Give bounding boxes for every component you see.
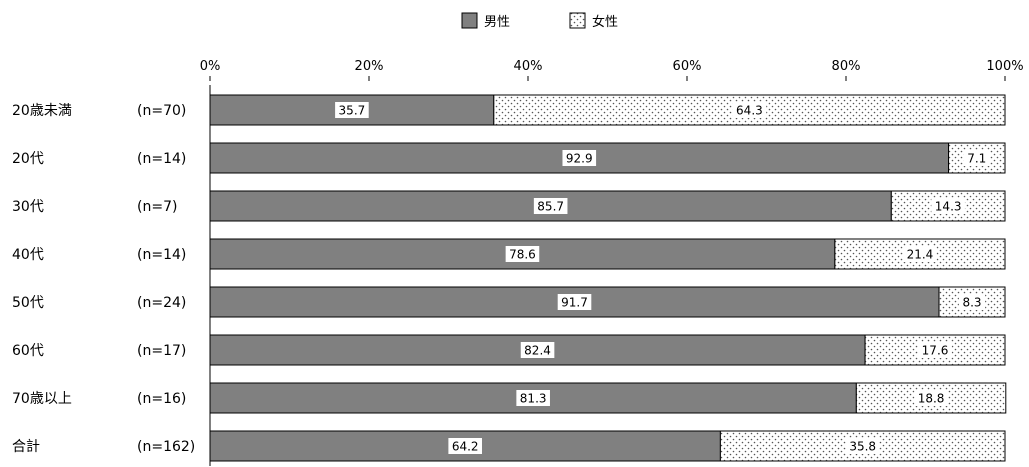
- data-label-bg-female: [914, 390, 948, 406]
- data-label-bg-female: [963, 150, 990, 166]
- x-tick-label: 40%: [514, 59, 543, 74]
- data-label-female: 18.8: [918, 392, 945, 406]
- sample-size-label: (n=162): [137, 439, 195, 455]
- data-label-male: 81.3: [520, 392, 547, 406]
- legend-label-female: 女性: [592, 14, 618, 30]
- data-label-male: 64.2: [452, 440, 479, 454]
- data-label-bg-male: [505, 246, 540, 262]
- data-label-male: 91.7: [561, 296, 588, 310]
- row-labels: 20歳未満 (n=70) 20代 (n=14) 30代 (n=7) 40代 (n=14) 50代…: [12, 103, 195, 455]
- category-label: 70歳以上: [12, 391, 72, 407]
- legend: 男性 女性: [461, 12, 618, 30]
- category-label: 20歳未満: [12, 103, 72, 119]
- bar-male: [209, 334, 866, 366]
- data-label-bg-male: [520, 342, 555, 358]
- data-label-bg-male: [335, 102, 369, 118]
- sample-size-label: (n=14): [137, 247, 186, 263]
- x-tick-label: 80%: [832, 59, 861, 74]
- data-label-bg-male: [557, 294, 592, 310]
- data-label-bg-female: [918, 342, 952, 358]
- data-label-female: 8.3: [962, 296, 981, 310]
- category-label: 20代: [12, 151, 44, 167]
- legend-label-male: 男性: [484, 15, 510, 30]
- sample-size-label: (n=70): [137, 103, 186, 119]
- x-axis-ticks: 0% 20% 40% 60% 80% 100%: [200, 59, 1024, 81]
- category-label: 合計: [12, 439, 40, 455]
- data-label-bg-male: [562, 150, 597, 166]
- category-label: 30代: [12, 199, 44, 215]
- data-label-bg-female: [958, 294, 986, 310]
- data-label-male: 82.4: [524, 344, 551, 358]
- data-label-bg-female: [931, 198, 965, 214]
- sample-size-label: (n=17): [137, 343, 186, 359]
- data-label-bg-female: [903, 246, 937, 262]
- data-label-male: 92.9: [566, 152, 593, 166]
- data-label-bg-female: [845, 438, 880, 454]
- data-label-female: 35.8: [849, 440, 876, 454]
- category-label: 40代: [12, 247, 44, 263]
- sample-size-label: (n=7): [137, 199, 177, 215]
- sample-size-label: (n=14): [137, 151, 186, 167]
- bars: 35.7 64.3 92.9 7.1 85.7 14.3 78.6 21.4 91.7 8.3 82…: [209, 94, 1007, 462]
- data-label-bg-male: [533, 198, 568, 214]
- sample-size-label: (n=24): [137, 295, 186, 311]
- data-label-female: 64.3: [736, 104, 763, 118]
- data-label-bg-female: [732, 102, 767, 118]
- data-label-bg-male: [516, 390, 550, 406]
- x-tick-label: 20%: [355, 59, 384, 74]
- data-label-bg-male: [448, 438, 482, 454]
- category-label: 50代: [12, 295, 44, 311]
- bar-male: [209, 94, 495, 126]
- data-label-male: 78.6: [509, 248, 536, 262]
- data-label-male: 85.7: [537, 200, 564, 214]
- data-label-male: 35.7: [339, 104, 366, 118]
- data-label-female: 17.6: [922, 344, 949, 358]
- legend-swatch-male: [461, 12, 478, 29]
- x-tick-label: 0%: [200, 59, 221, 74]
- x-tick-label: 100%: [986, 59, 1023, 74]
- data-label-female: 7.1: [967, 152, 986, 166]
- x-tick-label: 60%: [673, 59, 702, 74]
- legend-swatch-female: [569, 12, 586, 29]
- data-label-female: 14.3: [935, 200, 962, 214]
- category-label: 60代: [12, 343, 44, 359]
- sample-size-label: (n=16): [137, 391, 186, 407]
- data-label-female: 21.4: [907, 248, 934, 262]
